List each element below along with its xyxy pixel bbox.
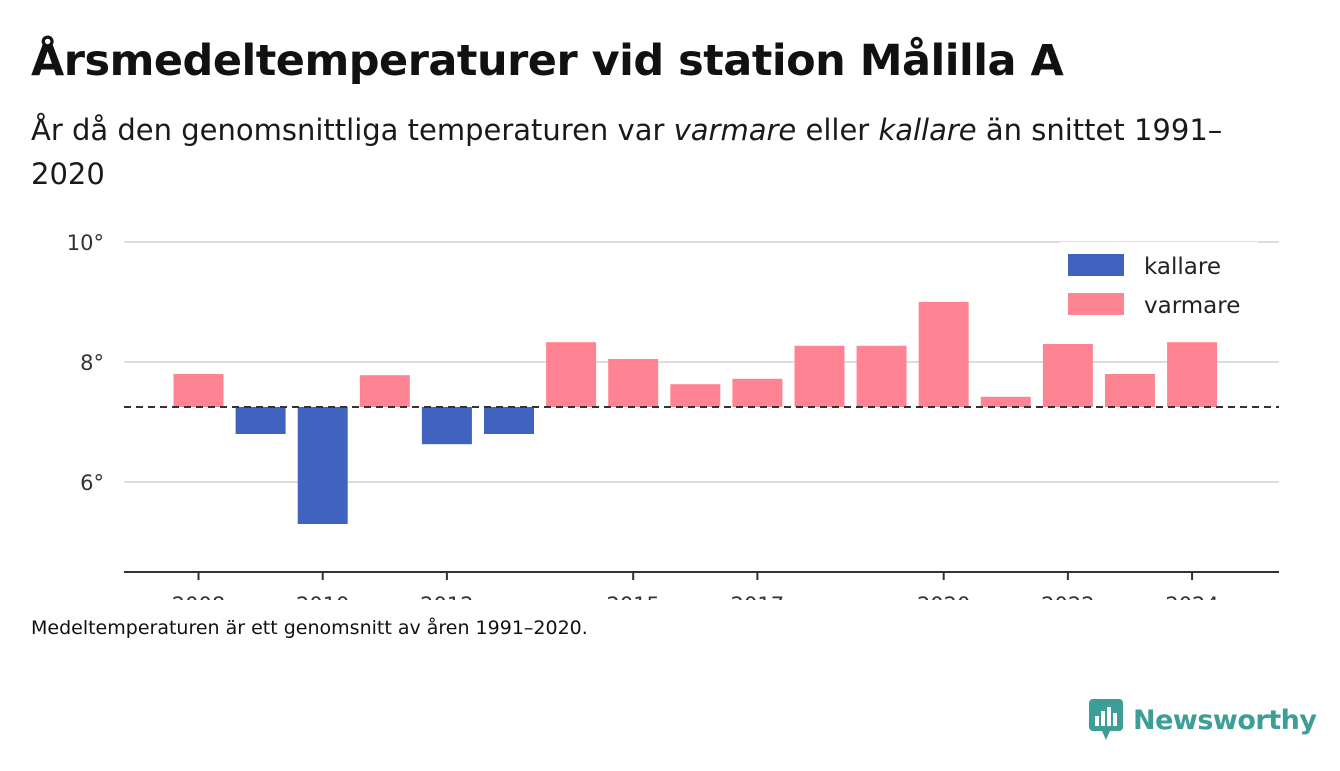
x-tick-label: 2008 [172, 593, 225, 600]
legend-swatch-colder [1068, 254, 1124, 276]
bar-warmer [173, 374, 224, 407]
legend-label-warmer: varmare [1144, 293, 1240, 319]
bar-colder [235, 407, 286, 434]
bar-warmer [732, 378, 783, 407]
x-tick-label: 2022 [1041, 593, 1094, 600]
legend-swatch-warmer [1068, 293, 1124, 315]
legend: kallare varmare [1060, 242, 1258, 328]
subtitle-colder-word: kallare [878, 113, 977, 147]
bar-warmer [546, 342, 597, 407]
y-tick-label: 8° [80, 351, 104, 375]
bar-warmer [608, 359, 659, 407]
chart-title: Årsmedeltemperaturer vid station Målilla… [31, 36, 1064, 86]
x-tick-label: 2024 [1165, 593, 1218, 600]
subtitle-part2: eller [796, 113, 879, 147]
bar-warmer [1167, 342, 1218, 407]
chart-subtitle: År då den genomsnittliga temperaturen va… [31, 108, 1231, 196]
bar-warmer [1104, 374, 1155, 407]
x-tick-label: 2017 [731, 593, 784, 600]
x-tick-label: 2020 [917, 593, 970, 600]
bar-warmer [359, 375, 410, 407]
y-tick-label: 10° [67, 231, 104, 255]
x-tick-label: 2015 [606, 593, 659, 600]
bar-colder [421, 407, 472, 445]
bars [173, 302, 1218, 524]
bar-colder [297, 407, 348, 524]
bar-warmer [980, 396, 1031, 407]
footnote: Medeltemperaturen är ett genomsnitt av å… [31, 617, 588, 639]
subtitle-part1: År då den genomsnittliga temperaturen va… [31, 113, 674, 147]
newsworthy-logo: Newsworthy [1088, 698, 1317, 742]
bar-warmer [856, 345, 907, 407]
subtitle-part3: än snittet 1991–2020 [31, 113, 1223, 191]
newsworthy-logo-icon [1089, 699, 1123, 740]
newsworthy-logo-text: Newsworthy [1133, 704, 1317, 736]
x-axis: 2008 2010 2012 2015 2017 2020 2022 2024 [124, 571, 1279, 600]
x-tick-label: 2010 [296, 593, 349, 600]
bar-warmer [670, 384, 721, 407]
bar-warmer [1042, 344, 1093, 407]
temperature-bar-chart: 6° 8° 10° 2008 2010 2012 2015 2017 2020 2022 2024… [67, 231, 1279, 600]
y-tick-label: 6° [80, 471, 104, 495]
x-tick-label: 2012 [420, 593, 473, 600]
bar-warmer [794, 345, 845, 407]
subtitle-warmer-word: varmare [673, 113, 797, 147]
legend-label-colder: kallare [1144, 254, 1221, 280]
bar-colder [484, 407, 534, 434]
bar-warmer [918, 302, 969, 407]
